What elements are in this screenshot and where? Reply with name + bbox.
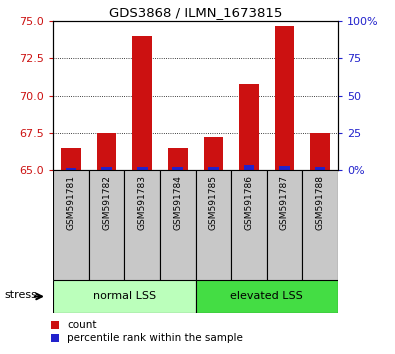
Bar — [124, 170, 160, 280]
Title: GDS3868 / ILMN_1673815: GDS3868 / ILMN_1673815 — [109, 6, 282, 19]
Text: GSM591781: GSM591781 — [67, 175, 75, 230]
Bar — [53, 170, 89, 280]
Text: normal LSS: normal LSS — [93, 291, 156, 302]
Bar — [172, 167, 183, 170]
Bar — [61, 148, 81, 170]
Text: GSM591783: GSM591783 — [138, 175, 147, 230]
Bar — [243, 165, 254, 170]
Bar — [89, 170, 124, 280]
Text: GSM591786: GSM591786 — [245, 175, 253, 230]
Text: GSM591785: GSM591785 — [209, 175, 218, 230]
Bar — [203, 137, 223, 170]
Text: GSM591788: GSM591788 — [316, 175, 324, 230]
Bar — [231, 170, 267, 280]
Bar — [208, 167, 219, 170]
Bar — [196, 280, 338, 313]
Bar — [310, 133, 330, 170]
Bar — [168, 148, 188, 170]
Bar — [196, 170, 231, 280]
Bar — [279, 166, 290, 170]
Legend: count, percentile rank within the sample: count, percentile rank within the sample — [51, 320, 243, 343]
Bar — [267, 170, 302, 280]
Bar — [132, 36, 152, 170]
Bar — [314, 167, 325, 170]
Bar — [137, 167, 148, 170]
Bar — [239, 84, 259, 170]
Bar — [66, 168, 77, 170]
Bar — [101, 167, 112, 170]
Text: elevated LSS: elevated LSS — [230, 291, 303, 302]
Text: GSM591787: GSM591787 — [280, 175, 289, 230]
Text: GSM591784: GSM591784 — [173, 175, 182, 230]
Bar — [97, 133, 117, 170]
Bar — [275, 26, 294, 170]
Bar — [53, 280, 196, 313]
Text: stress: stress — [4, 290, 37, 300]
Bar — [160, 170, 196, 280]
Bar — [302, 170, 338, 280]
Text: GSM591782: GSM591782 — [102, 175, 111, 230]
